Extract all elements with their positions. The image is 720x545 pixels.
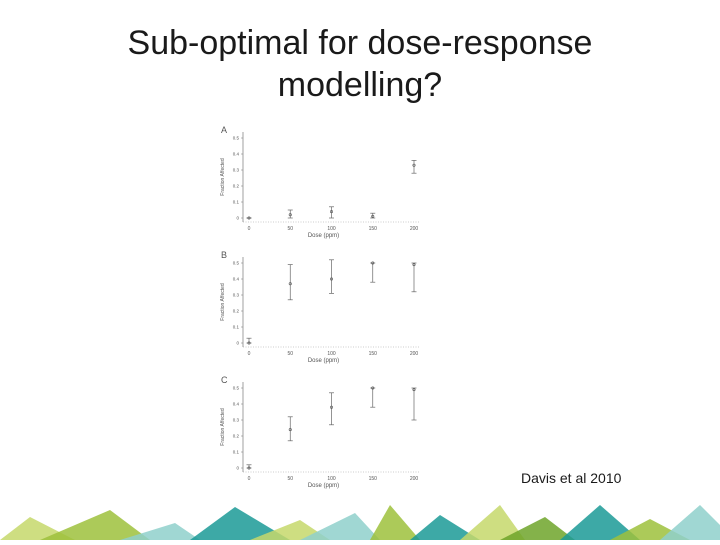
x-tick-label: 0 — [248, 476, 251, 482]
title-line-1: Sub-optimal for dose-response — [127, 24, 593, 62]
dose-response-svg: A Fraction Affected 0 0.1 0.2 0.3 0.4 0.5 0 50 100… — [220, 125, 420, 489]
footer-decoration — [0, 505, 720, 540]
data-point — [330, 405, 334, 409]
y-tick-label: 0.2 — [233, 434, 240, 439]
data-point — [412, 163, 416, 167]
x-tick-label: 100 — [327, 476, 336, 482]
x-tick-label: 100 — [327, 226, 336, 232]
y-tick-label: 0.5 — [233, 261, 240, 266]
data-point — [371, 261, 375, 265]
footer-triangle — [460, 505, 525, 540]
y-tick-label: 0.5 — [233, 386, 240, 391]
title-line-2: modelling? — [277, 66, 443, 104]
y-tick-label: 0.4 — [233, 402, 240, 407]
y-tick-label: 0 — [236, 341, 239, 346]
y-tick-label: 0.1 — [233, 325, 240, 330]
footer-triangle — [370, 505, 420, 540]
panel-a: A Fraction Affected 0 0.1 0.2 0.3 0.4 0.5 0 50 100… — [220, 125, 420, 239]
y-tick-label: 0.1 — [233, 200, 240, 205]
y-tick-label: 0 — [236, 466, 239, 471]
slide-title: Sub-optimal for dose-response modelling? — [60, 22, 660, 106]
y-tick-label: 0.2 — [233, 184, 240, 189]
data-point — [288, 282, 292, 286]
y-tick-label: 0.3 — [233, 168, 240, 173]
footer-triangle — [560, 505, 640, 540]
footer-triangle — [250, 520, 330, 540]
x-tick-label: 200 — [410, 351, 419, 357]
y-tick-label: 0.2 — [233, 309, 240, 314]
footer-triangle — [190, 507, 290, 540]
x-tick-label: 200 — [410, 226, 419, 232]
footer-triangle — [660, 505, 720, 540]
data-point — [247, 341, 251, 345]
y-axis-label: Fraction Affected — [220, 158, 226, 196]
panel-label: A — [221, 125, 227, 135]
data-point — [412, 263, 416, 267]
x-tick-label: 0 — [248, 351, 251, 357]
y-tick-label: 0 — [236, 216, 239, 221]
data-point — [371, 386, 375, 390]
x-tick-label: 150 — [369, 351, 378, 357]
data-point — [330, 210, 334, 214]
x-tick-label: 50 — [287, 226, 293, 232]
y-tick-label: 0.4 — [233, 277, 240, 282]
x-tick-label: 0 — [248, 226, 251, 232]
x-tick-label: 50 — [287, 351, 293, 357]
y-tick-label: 0.4 — [233, 152, 240, 157]
y-tick-label: 0.5 — [233, 136, 240, 141]
y-tick-label: 0.3 — [233, 418, 240, 423]
y-tick-label: 0.3 — [233, 293, 240, 298]
panel-label: C — [221, 375, 228, 385]
data-point — [330, 277, 334, 281]
panel-b: B Fraction Affected 0 0.1 0.2 0.3 0.4 0.5 0 50 100… — [220, 250, 420, 364]
footer-triangle — [120, 523, 200, 540]
x-tick-label: 50 — [287, 476, 293, 482]
x-tick-label: 150 — [369, 476, 378, 482]
x-tick-label: 100 — [327, 351, 336, 357]
data-point — [247, 466, 251, 470]
dose-response-figure: A Fraction Affected 0 0.1 0.2 0.3 0.4 0.5 0 50 100… — [215, 120, 430, 495]
x-axis-label: Dose (ppm) — [308, 233, 339, 239]
citation: Davis et al 2010 — [521, 470, 622, 486]
y-tick-label: 0.1 — [233, 450, 240, 455]
y-axis-label: Fraction Affected — [220, 408, 226, 446]
data-point — [412, 388, 416, 392]
footer-triangle — [300, 513, 380, 540]
footer-shapes — [0, 505, 720, 540]
y-axis-label: Fraction Affected — [220, 283, 226, 321]
footer-triangle — [410, 515, 480, 540]
x-tick-label: 150 — [369, 226, 378, 232]
data-point — [247, 216, 251, 220]
panel-label: B — [221, 250, 227, 260]
data-point — [288, 428, 292, 432]
data-point — [371, 214, 375, 218]
x-axis-label: Dose (ppm) — [308, 483, 339, 489]
panel-c: C Fraction Affected 0 0.1 0.2 0.3 0.4 0.5 0 50 100… — [220, 375, 420, 489]
x-tick-label: 200 — [410, 476, 419, 482]
x-axis-label: Dose (ppm) — [308, 358, 339, 364]
footer-triangle — [40, 510, 150, 540]
data-point — [288, 213, 292, 217]
footer-triangle — [500, 517, 575, 540]
